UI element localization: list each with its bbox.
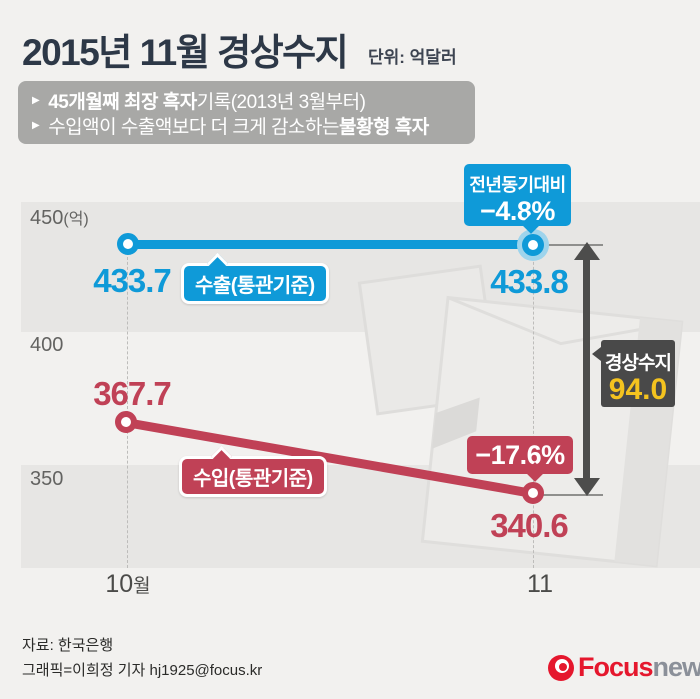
export-yoy-value: −4.8% bbox=[480, 196, 555, 226]
highlight-1-bold: 45개월째 최장 흑자 bbox=[48, 92, 197, 113]
export-point-october bbox=[117, 233, 139, 255]
y-tick-400: 400 bbox=[30, 334, 64, 356]
unit-label: 단위: 억달러 bbox=[368, 48, 457, 67]
yoy-header: 전년동기대비 bbox=[469, 175, 566, 195]
import-yoy-value: −17.6% bbox=[475, 440, 565, 470]
export-point-november bbox=[522, 234, 544, 256]
badge-pointer-left bbox=[592, 347, 601, 361]
x-tick-october: 10월 bbox=[105, 570, 151, 598]
balance-badge: 경상수지 94.0 bbox=[592, 340, 675, 407]
highlights-banner: ▶ 45개월째 최장 흑자 기록(2013년 3월부터) ▶ 수입액이 수출액보… bbox=[18, 81, 475, 144]
import-value-october: 367.7 bbox=[93, 375, 172, 412]
guide-line-november bbox=[533, 247, 534, 568]
highlight-2-bold: 불황형 흑자 bbox=[339, 117, 429, 138]
y-tick-450: 450(억) bbox=[30, 207, 89, 229]
source-credit: 자료: 한국은행 bbox=[22, 637, 114, 654]
focus-swirl-icon bbox=[548, 654, 574, 681]
logo-news-text: news bbox=[652, 652, 700, 682]
guide-line-october bbox=[127, 247, 128, 568]
import-yoy-callout: −17.6% bbox=[467, 436, 573, 482]
arrow-up-icon bbox=[574, 242, 600, 260]
bullet-arrow-icon: ▶ bbox=[32, 95, 40, 106]
import-point-october bbox=[115, 411, 137, 433]
import-value-november: 340.6 bbox=[490, 507, 569, 544]
x-tick-november: 11 bbox=[527, 570, 553, 598]
export-line bbox=[128, 240, 533, 249]
focus-news-logo: Focus news bbox=[548, 652, 700, 683]
import-series-label: 수입(통관기준) bbox=[179, 445, 327, 497]
highlight-row-1: ▶ 45개월째 최장 흑자 기록(2013년 3월부터) bbox=[32, 88, 475, 113]
export-value-november: 433.8 bbox=[490, 263, 569, 300]
connector-export-level bbox=[533, 244, 603, 246]
bullet-arrow-icon: ▶ bbox=[32, 120, 40, 131]
highlight-1-normal: 기록(2013년 3월부터) bbox=[196, 92, 366, 113]
highlight-2-normal: 수입액이 수출액보다 더 크게 감소하는 bbox=[48, 117, 339, 138]
balance-arrow bbox=[583, 256, 590, 482]
arrow-down-icon bbox=[574, 478, 600, 496]
y-tick-350: 350 bbox=[30, 468, 64, 490]
export-yoy-callout: 전년동기대비 −4.8% bbox=[464, 164, 571, 234]
highlight-row-2: ▶ 수입액이 수출액보다 더 크게 감소하는 불황형 흑자 bbox=[32, 113, 475, 138]
label-pointer-up bbox=[210, 445, 233, 468]
import-point-november bbox=[522, 482, 544, 504]
graphic-credit: 그래픽=이희정 기자 hj1925@focus.kr bbox=[22, 662, 263, 679]
connector-import-level bbox=[533, 494, 603, 496]
logo-focus-text: Focus bbox=[578, 652, 654, 682]
page-title: 2015년 11월 경상수지 bbox=[22, 32, 349, 73]
balance-label: 경상수지 bbox=[605, 353, 672, 374]
export-value-october: 433.7 bbox=[93, 262, 172, 299]
balance-value: 94.0 bbox=[608, 373, 668, 406]
export-series-label: 수출(통관기준) bbox=[181, 252, 329, 304]
